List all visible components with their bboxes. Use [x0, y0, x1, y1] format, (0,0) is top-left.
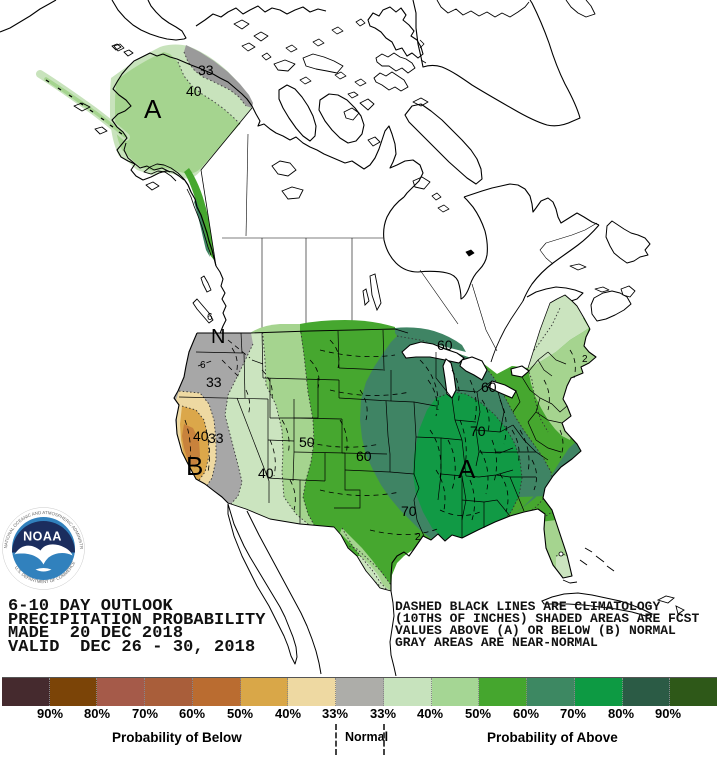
svg-text:33: 33 [208, 430, 224, 446]
svg-text:50: 50 [299, 434, 315, 450]
svg-text:40: 40 [193, 428, 209, 444]
svg-text:N: N [211, 326, 225, 348]
svg-text:B: B [186, 451, 203, 481]
svg-text:70: 70 [470, 423, 486, 439]
svg-text:70: 70 [401, 503, 417, 519]
svg-text:2: 2 [582, 354, 588, 365]
svg-text:40: 40 [186, 83, 202, 99]
svg-text:A: A [458, 454, 476, 484]
svg-text:40: 40 [258, 465, 274, 481]
svg-text:60: 60 [481, 379, 497, 395]
svg-text:A: A [144, 94, 162, 124]
svg-text:6: 6 [200, 360, 206, 371]
svg-text:33: 33 [198, 62, 214, 78]
svg-text:60: 60 [437, 337, 453, 353]
svg-text:6: 6 [207, 312, 213, 323]
svg-text:60: 60 [356, 448, 372, 464]
svg-text:NOAA: NOAA [23, 530, 62, 544]
svg-text:2: 2 [415, 532, 421, 543]
svg-text:33: 33 [206, 374, 222, 390]
